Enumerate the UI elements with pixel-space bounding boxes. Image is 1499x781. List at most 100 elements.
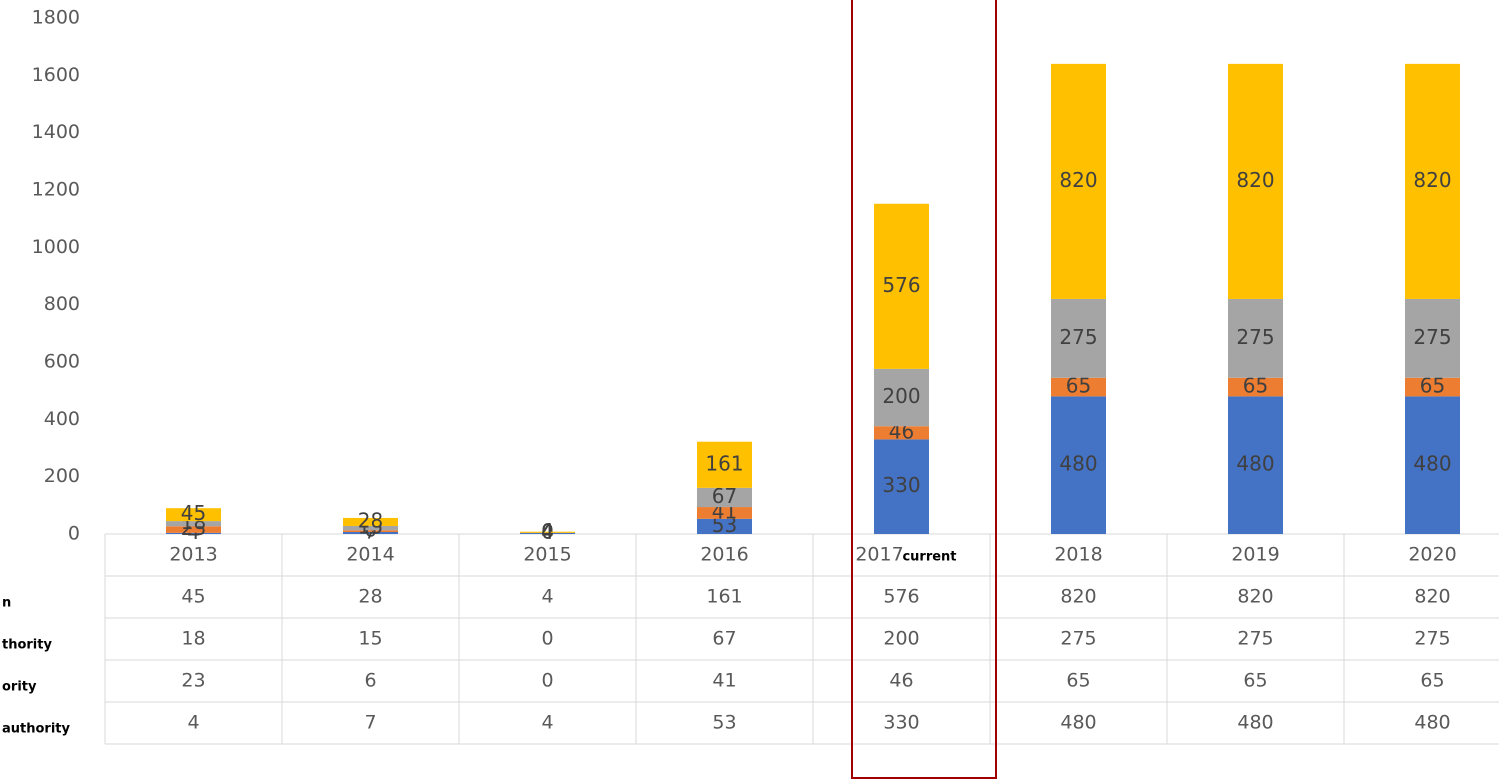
y-tick-label: 1400 [32,121,80,143]
data-label: 275 [1413,325,1451,349]
table-cell: 15 [358,628,382,650]
data-label: 4 [541,519,554,543]
data-label: 480 [1413,452,1451,476]
table-cell: 275 [1237,628,1273,650]
data-label: 820 [1059,168,1097,192]
table-cell: 161 [706,586,742,608]
table-cell: 820 [1060,586,1096,608]
legend-entry: authority [2,722,71,737]
bar-segment [874,368,929,427]
bar-segment [166,526,221,533]
table-cell: 820 [1237,586,1273,608]
x-tick-label: 2015 [523,544,571,566]
table-cell: 65 [1420,670,1444,692]
data-label: 275 [1236,325,1274,349]
bar-segment [1051,396,1106,534]
table-cell: 4 [187,712,199,734]
bar-segment [343,525,398,531]
bar-segment [520,532,575,534]
table-cell: 53 [712,712,736,734]
bar-segment [1228,298,1283,378]
y-tick-label: 0 [68,523,80,545]
table-cell: 46 [889,670,913,692]
annotation: current [902,550,956,565]
bar-segment [1051,298,1106,378]
data-label: 820 [1236,168,1274,192]
table-cell: 480 [1237,712,1273,734]
table-cell: 23 [181,670,205,692]
bar-segment [166,508,221,522]
bar-segment [1405,298,1460,378]
x-tick-label: 2013 [169,544,217,566]
bar-segment [166,521,221,527]
y-tick-label: 600 [44,351,80,373]
bar-segment [1405,377,1460,397]
legend-entry: thority [2,638,52,653]
bar-segment [1051,63,1106,299]
table-cell: 7 [364,712,376,734]
table-cell: 330 [883,712,919,734]
data-label: 480 [1236,452,1274,476]
table-cell: 4 [541,712,553,734]
bar-segment [1228,396,1283,534]
y-tick-label: 800 [44,293,80,315]
bar-segment [1405,396,1460,534]
data-label: 28 [358,508,383,532]
data-label: 820 [1413,168,1451,192]
x-tick-label: 2019 [1231,544,1279,566]
y-tick-label: 400 [44,408,80,430]
y-tick-label: 1600 [32,64,80,86]
bar-segment [697,487,752,508]
table-cell: 65 [1243,670,1267,692]
bar-segment [874,203,929,369]
data-label: 480 [1059,452,1097,476]
data-label: 0 [541,519,554,543]
table-cell: 41 [712,670,736,692]
data-label: 161 [705,451,743,475]
table-cell: 820 [1414,586,1450,608]
y-tick-label: 200 [44,465,80,487]
table-cell: 275 [1060,628,1096,650]
table-cell: 200 [883,628,919,650]
table-cell: 0 [541,628,553,650]
bar-segment [697,518,752,534]
table-cell: 45 [181,586,205,608]
table-cell: 275 [1414,628,1450,650]
bar-segment [1405,63,1460,299]
table-cell: 480 [1414,712,1450,734]
y-tick-label: 1800 [32,7,80,29]
legend-entry: ority [2,680,37,695]
data-label: 200 [882,384,920,408]
table-cell: 0 [541,670,553,692]
bar-segment [343,517,398,526]
bar-segment [874,439,929,534]
data-label: 45 [181,501,206,525]
legend-entry: n [2,596,11,611]
table-cell: 28 [358,586,382,608]
y-tick-label: 1000 [32,236,80,258]
bar-segment [1228,63,1283,299]
data-label: 576 [882,273,920,297]
table-cell: 4 [541,586,553,608]
bar-segment [166,532,221,534]
bar-segment [343,530,398,532]
table-cell: 65 [1066,670,1090,692]
table-cell: 18 [181,628,205,650]
data-label: 275 [1059,325,1097,349]
x-tick-label: 2014 [346,544,394,566]
x-tick-label: 2016 [700,544,748,566]
highlight-box [851,0,997,779]
table-cell: 6 [364,670,376,692]
data-label: 0 [541,519,554,543]
y-tick-label: 1200 [32,179,80,201]
table-cell: 576 [883,586,919,608]
bar-segment [874,426,929,440]
bar-segment [520,531,575,533]
bar-segment [343,531,398,534]
x-tick-label: 2018 [1054,544,1102,566]
bar-segment [697,507,752,519]
x-tick-label: 2020 [1408,544,1456,566]
x-tick-label: 2017 [855,544,903,566]
